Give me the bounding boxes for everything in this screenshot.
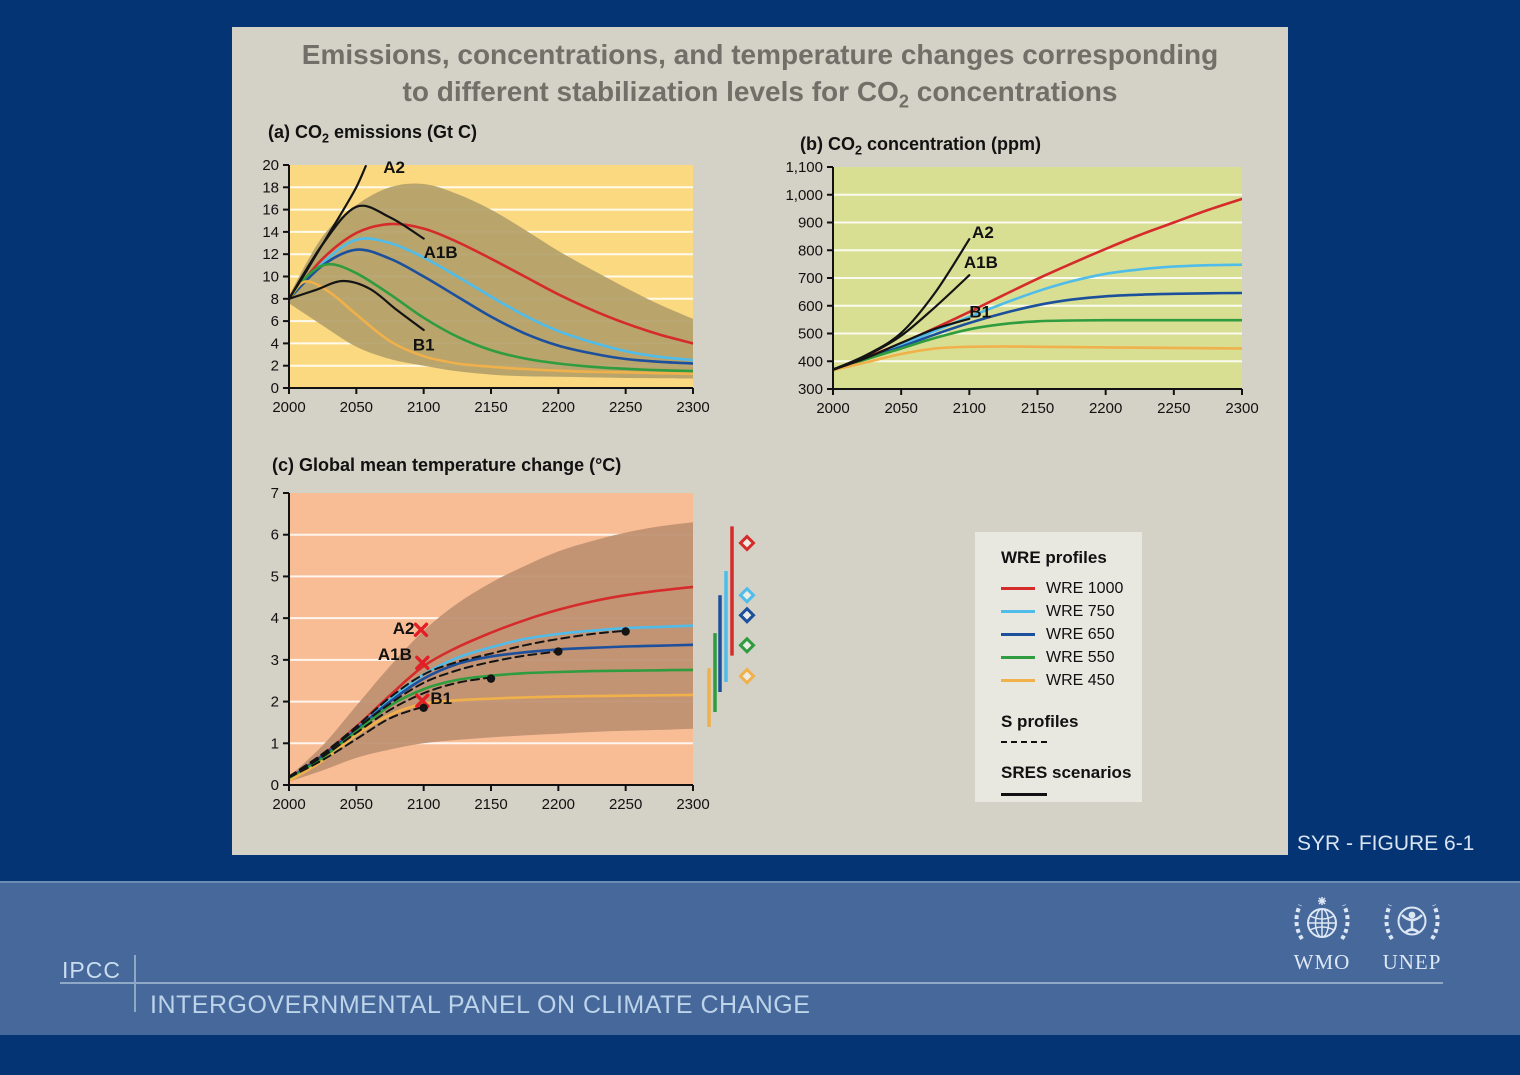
- svg-text:900: 900: [798, 215, 823, 232]
- svg-text:2050: 2050: [340, 399, 373, 416]
- svg-text:7: 7: [271, 485, 279, 502]
- legend-entry: WRE 550: [1001, 646, 1142, 669]
- unep-logo: UNEP: [1383, 904, 1442, 974]
- chart-c-temperature: 0 1 2 3 4 5 6 7 2000 2050 2100 2150 2200 2250 2300 A2 A1…: [271, 485, 756, 813]
- svg-text:18: 18: [262, 179, 279, 196]
- legend-entry-label: WRE 550: [1046, 648, 1115, 666]
- svg-text:A2: A2: [972, 223, 994, 242]
- legend-title: WRE profiles: [1001, 548, 1107, 567]
- svg-text:6: 6: [271, 527, 279, 544]
- legend-entry: WRE 750: [1001, 600, 1142, 623]
- chart-b-title: (b) CO2 concentration (ppm): [800, 134, 1041, 158]
- svg-text:14: 14: [262, 224, 279, 241]
- svg-text:10: 10: [262, 269, 279, 286]
- svg-text:B1: B1: [969, 302, 991, 321]
- svg-text:0: 0: [271, 380, 279, 397]
- dashed-line-swatch: [1001, 741, 1047, 743]
- svg-text:500: 500: [798, 326, 823, 343]
- chart-a-title: (a) CO2 emissions (Gt C): [268, 122, 478, 146]
- svg-text:2100: 2100: [953, 400, 986, 417]
- slide-title-line2: to different stabilization levels for CO…: [402, 76, 1118, 112]
- wmo-logo: WMO: [1294, 897, 1351, 974]
- svg-text:2200: 2200: [542, 399, 575, 416]
- legend-entry-label: WRE 450: [1046, 671, 1115, 689]
- legend: WRE profiles WRE 1000 WRE 750 WRE 650 WR…: [975, 532, 1142, 802]
- svg-text:400: 400: [798, 353, 823, 370]
- svg-text:4: 4: [271, 610, 279, 627]
- legend-entry: WRE 450: [1001, 669, 1142, 692]
- svg-text:2100: 2100: [407, 399, 440, 416]
- legend-s-profiles-title: S profiles: [1001, 712, 1079, 731]
- legend-entry: WRE 1000: [1001, 577, 1142, 600]
- svg-text:1,100: 1,100: [785, 159, 823, 176]
- svg-text:A1B: A1B: [964, 253, 998, 272]
- svg-text:UNEP: UNEP: [1383, 950, 1442, 974]
- legend-entry-label: WRE 1000: [1046, 579, 1124, 597]
- svg-text:1,000: 1,000: [785, 187, 823, 204]
- legend-line-swatch: [1001, 610, 1035, 613]
- solid-line-swatch: [1001, 793, 1047, 796]
- chart-a-emissions: 0 2 4 6 8 10 12 14 16 18 20 2000 2050 2100 2150 2200 225…: [262, 157, 709, 416]
- svg-text:0: 0: [271, 777, 279, 794]
- svg-text:2100: 2100: [407, 796, 440, 813]
- legend-sres-title: SRES scenarios: [1001, 763, 1132, 782]
- legend-line-swatch: [1001, 679, 1035, 682]
- svg-text:700: 700: [798, 270, 823, 287]
- svg-text:2000: 2000: [272, 796, 305, 813]
- svg-text:12: 12: [262, 246, 279, 263]
- svg-text:2200: 2200: [542, 796, 575, 813]
- svg-text:WMO: WMO: [1294, 950, 1351, 974]
- svg-text:2150: 2150: [474, 796, 507, 813]
- legend-entry: WRE 650: [1001, 623, 1142, 646]
- svg-text:2050: 2050: [340, 796, 373, 813]
- svg-text:8: 8: [271, 291, 279, 308]
- legend-entry-label: WRE 750: [1046, 602, 1115, 620]
- svg-text:600: 600: [798, 298, 823, 315]
- svg-text:800: 800: [798, 242, 823, 259]
- svg-text:1: 1: [271, 735, 279, 752]
- svg-text:2300: 2300: [1225, 400, 1258, 417]
- svg-text:16: 16: [262, 202, 279, 219]
- legend-line-swatch: [1001, 633, 1035, 636]
- svg-text:A2: A2: [393, 619, 415, 638]
- svg-text:2000: 2000: [816, 400, 849, 417]
- svg-text:A1B: A1B: [378, 645, 412, 664]
- svg-text:2150: 2150: [474, 399, 507, 416]
- svg-text:2250: 2250: [609, 399, 642, 416]
- legend-line-swatch: [1001, 656, 1035, 659]
- svg-text:3: 3: [271, 652, 279, 669]
- footer-banner: IPCC INTERGOVERNMENTAL PANEL ON CLIMATE …: [0, 881, 1520, 1035]
- chart-c-title: (c) Global mean temperature change (°C): [272, 455, 622, 475]
- slide-title: Emissions, concentrations, and temperatu…: [232, 36, 1288, 121]
- chart-b-concentration: 300 400 500 600 700 800 900 1,000 1,100 2000 2050 2…: [785, 159, 1258, 417]
- svg-text:2250: 2250: [609, 796, 642, 813]
- svg-text:2300: 2300: [676, 399, 709, 416]
- svg-text:A2: A2: [383, 158, 405, 177]
- svg-text:2: 2: [271, 358, 279, 375]
- svg-text:2200: 2200: [1089, 400, 1122, 417]
- legend-entry-label: WRE 650: [1046, 625, 1115, 643]
- svg-text:2: 2: [271, 694, 279, 711]
- ipcc-acronym: IPCC: [62, 957, 121, 983]
- banner-horizontal-divider: [60, 982, 1443, 984]
- svg-text:2150: 2150: [1021, 400, 1054, 417]
- svg-text:2000: 2000: [272, 399, 305, 416]
- svg-text:6: 6: [271, 313, 279, 330]
- svg-text:5: 5: [271, 568, 279, 585]
- svg-text:2250: 2250: [1157, 400, 1190, 417]
- legend-line-swatch: [1001, 587, 1035, 590]
- svg-text:300: 300: [798, 381, 823, 398]
- svg-text:20: 20: [262, 157, 279, 174]
- slide-title-line1: Emissions, concentrations, and temperatu…: [301, 39, 1219, 70]
- svg-text:2300: 2300: [676, 796, 709, 813]
- svg-text:B1: B1: [413, 336, 435, 355]
- logos: WMO UNEP: [1294, 897, 1442, 974]
- svg-text:B1: B1: [430, 689, 452, 708]
- figure-label: SYR - FIGURE 6-1: [1297, 832, 1475, 855]
- ipcc-full-name: INTERGOVERNMENTAL PANEL ON CLIMATE CHANG…: [150, 991, 811, 1019]
- svg-text:2050: 2050: [884, 400, 917, 417]
- svg-text:A1B: A1B: [424, 243, 458, 262]
- svg-text:4: 4: [271, 335, 279, 352]
